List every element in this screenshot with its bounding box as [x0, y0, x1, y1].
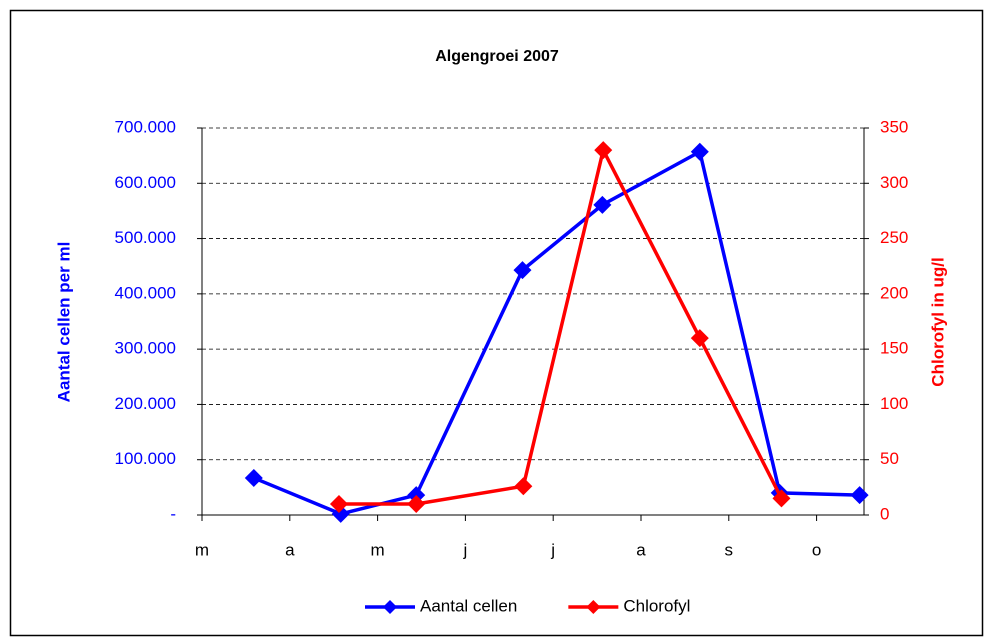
marker [407, 494, 426, 513]
x-tick-label: a [636, 540, 646, 559]
x-tick-label: m [195, 540, 209, 559]
x-tick-label: a [285, 540, 295, 559]
x-tick-label: m [371, 540, 385, 559]
y2-tick-label: 100 [880, 394, 908, 413]
y-tick-label: 100.000 [115, 449, 176, 468]
x-tick-label: j [550, 540, 555, 559]
y-tick-label: 600.000 [115, 173, 176, 192]
marker [329, 494, 348, 513]
x-tick-label: s [725, 540, 734, 559]
y-tick-label: 200.000 [115, 394, 176, 413]
y2-tick-label: 0 [880, 504, 889, 523]
y2-tick-label: 50 [880, 449, 899, 468]
y-tick-label: 400.000 [115, 283, 176, 302]
y-tick-label: 500.000 [115, 228, 176, 247]
y2-axis-label: Chlorofyl in ug/l [928, 257, 947, 386]
marker [514, 477, 533, 496]
marker [690, 142, 709, 161]
series-line [253, 149, 860, 516]
marker [772, 489, 791, 508]
marker [244, 468, 263, 487]
x-tick-label: j [463, 540, 468, 559]
y2-tick-label: 300 [880, 173, 908, 192]
y-axis-label: Aantal cellen per ml [54, 242, 73, 403]
legend-label: Chlorofyl [623, 596, 690, 615]
chart-title: Algengroei 2007 [435, 48, 559, 65]
y-tick-label: 700.000 [115, 117, 176, 136]
legend-label: Aantal cellen [420, 596, 517, 615]
y2-tick-label: 250 [880, 228, 908, 247]
y2-tick-label: 200 [880, 283, 908, 302]
marker [594, 141, 613, 160]
x-tick-label: o [812, 540, 821, 559]
y-tick-label: - [170, 504, 176, 523]
marker [690, 329, 709, 348]
y-tick-label: 300.000 [115, 339, 176, 358]
marker [593, 195, 612, 214]
marker [850, 486, 869, 505]
y2-tick-label: 350 [880, 117, 908, 136]
marker [513, 261, 532, 280]
legend-marker [383, 600, 397, 614]
legend-marker [586, 600, 601, 614]
y2-tick-label: 150 [880, 339, 908, 358]
series-line [338, 145, 784, 506]
